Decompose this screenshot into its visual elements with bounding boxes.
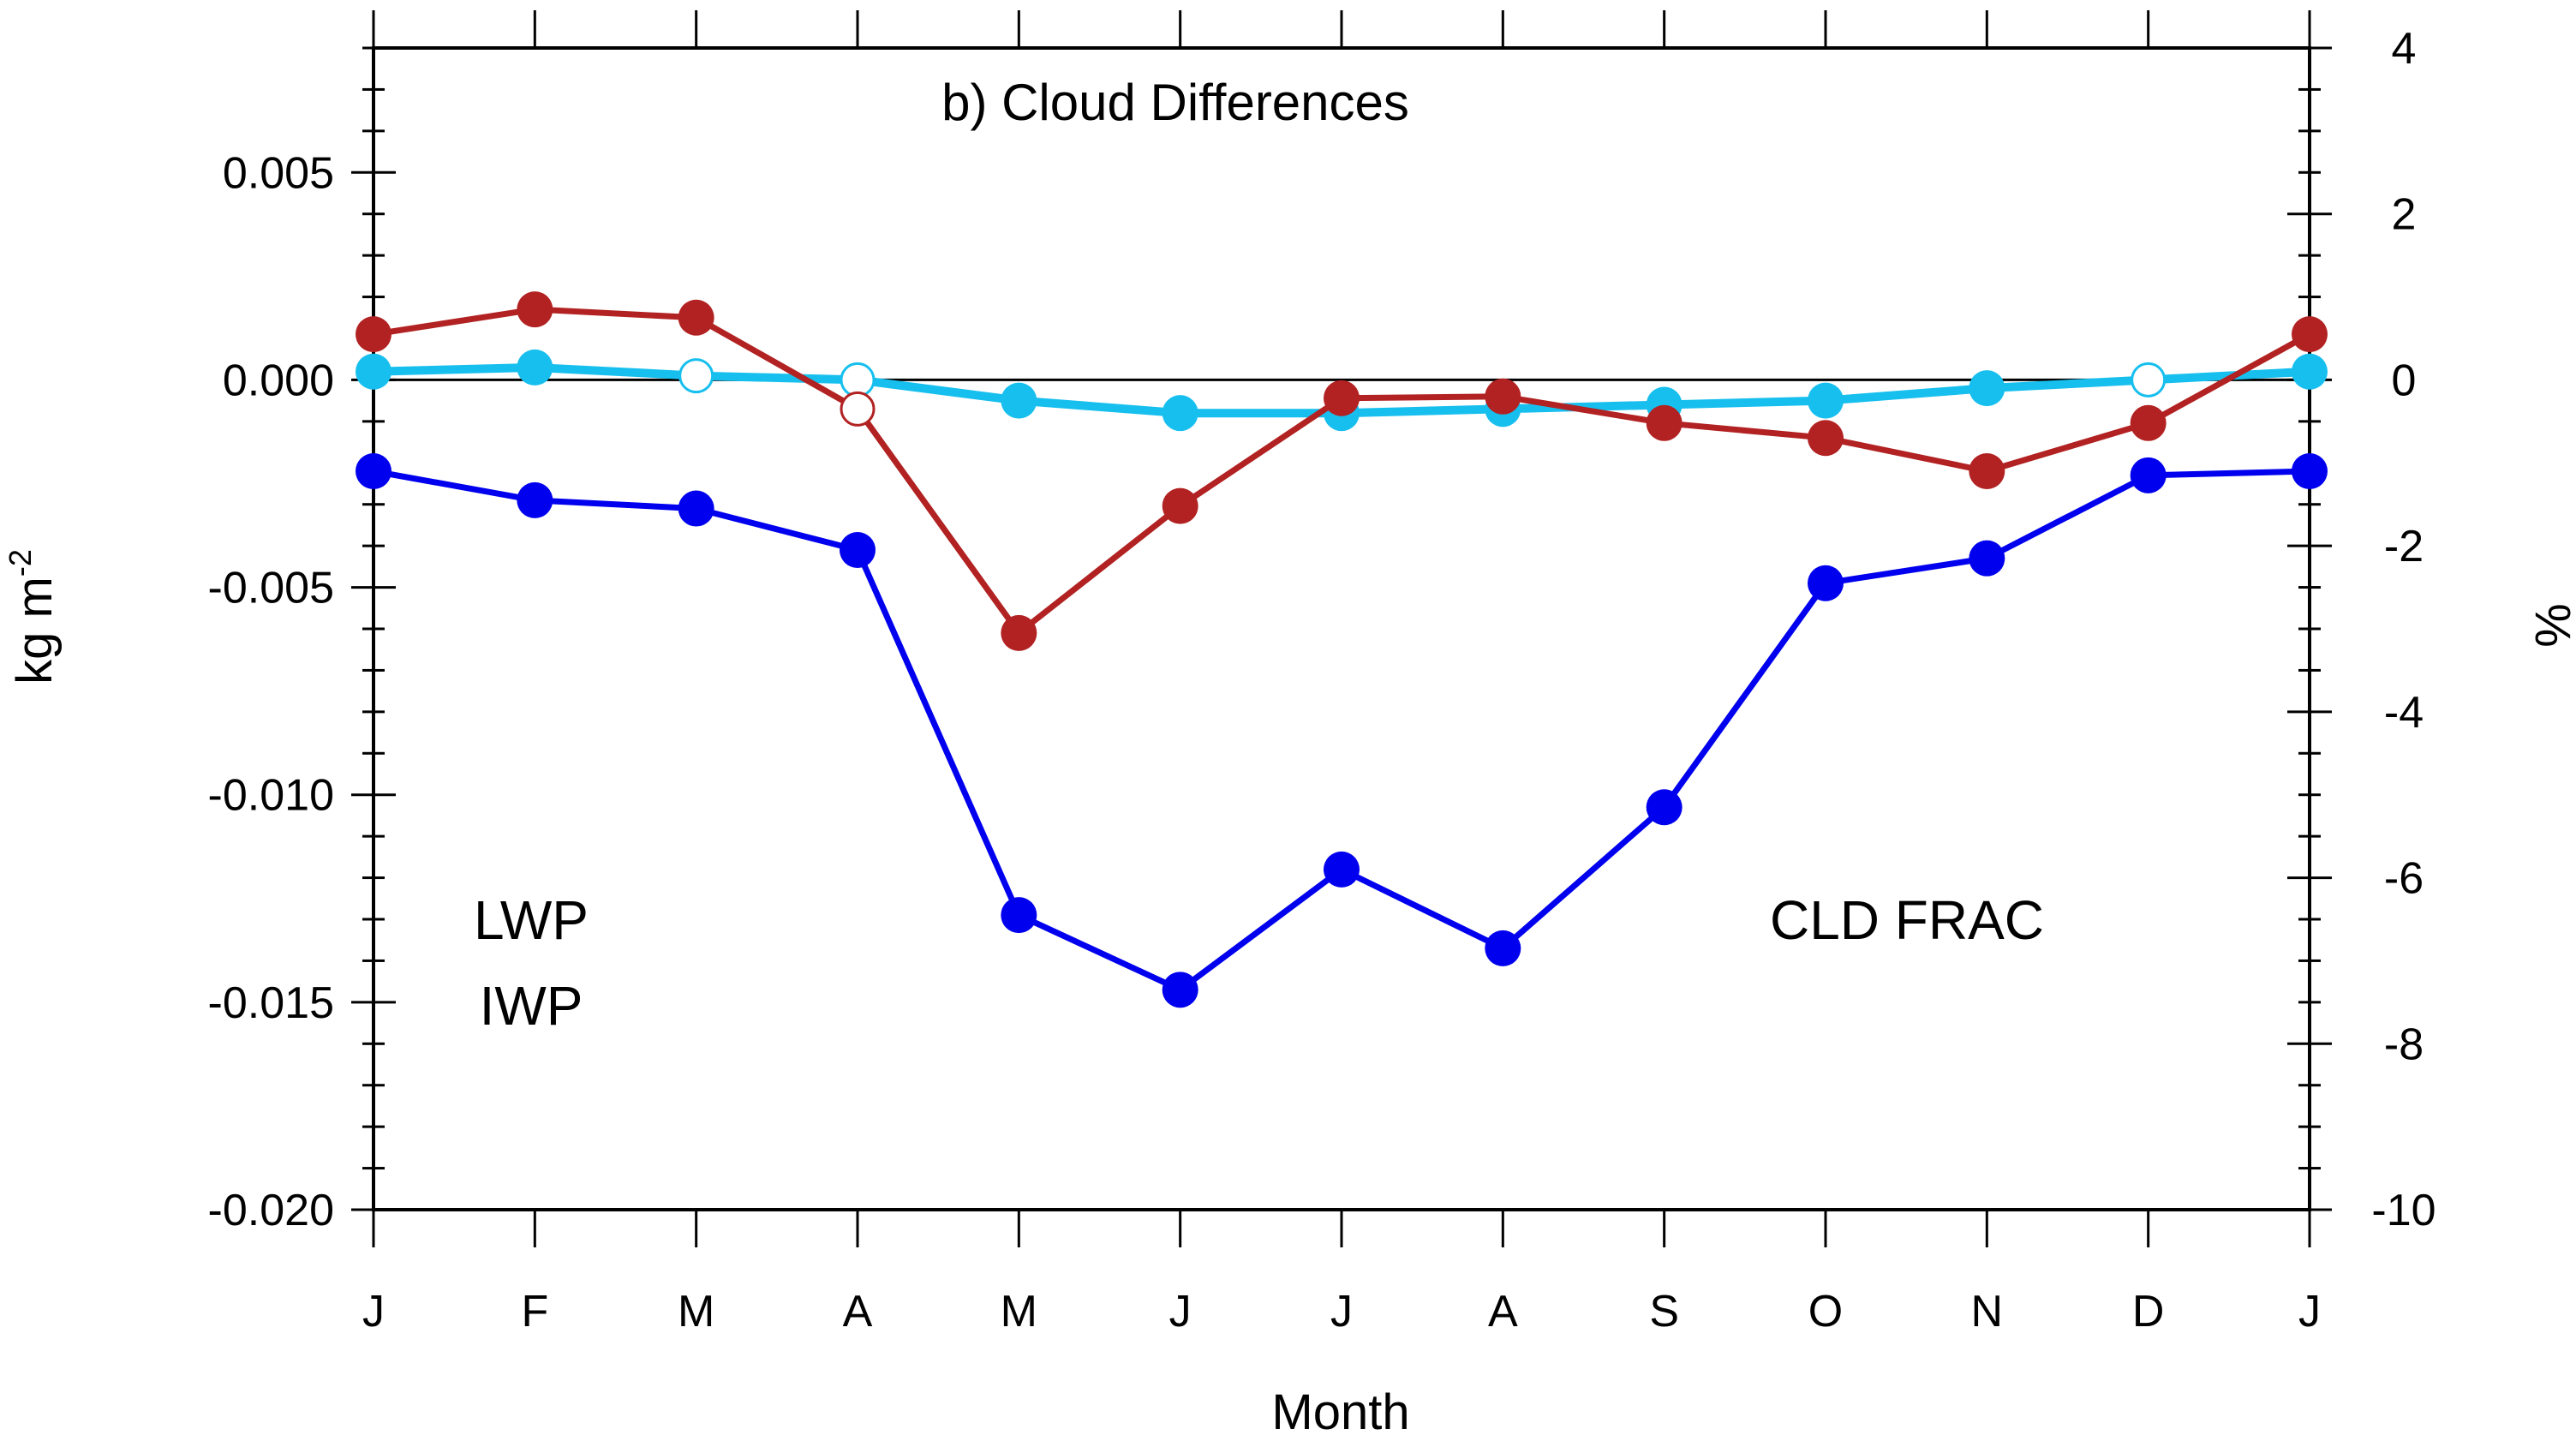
x-tick-label: J (362, 1287, 385, 1336)
y-axis-left-title: kg m-2 (3, 549, 63, 685)
cld-frac-marker (678, 299, 714, 336)
cld-frac-marker (2292, 316, 2328, 353)
lwp-marker (840, 531, 876, 568)
x-tick-label: J (2298, 1287, 2321, 1336)
cld-frac-marker-open (840, 391, 876, 427)
plot-frame (372, 46, 2311, 1211)
iwp-marker (2292, 353, 2328, 390)
y-right-tick-label: -2 (2384, 522, 2424, 571)
cld-frac-marker (2130, 404, 2167, 441)
x-axis-title: Month (1271, 1384, 1409, 1440)
lwp-marker (1646, 789, 1682, 826)
lwp-marker (517, 481, 553, 518)
x-tick-label: J (1169, 1287, 1192, 1336)
x-tick-label: M (1001, 1287, 1037, 1336)
y-left-tick-label: 0.000 (223, 356, 334, 405)
lwp-marker (1001, 897, 1037, 934)
lwp-marker (1162, 972, 1198, 1008)
lwp-marker (2130, 457, 2167, 493)
lwp-marker (2292, 452, 2328, 489)
y-left-tick-label: 0.005 (223, 148, 334, 198)
iwp-marker-open (2131, 362, 2167, 398)
cld-frac-marker (1324, 380, 1360, 416)
lwp-marker (1324, 851, 1360, 888)
cld-frac-marker (1646, 404, 1682, 441)
legend-label-lwp: LWP (474, 889, 589, 951)
x-tick-label: D (2132, 1287, 2165, 1336)
iwp-marker (1162, 395, 1198, 432)
lwp-marker (678, 490, 714, 527)
lwp-marker (1808, 565, 1844, 601)
cld-frac-marker (356, 316, 391, 353)
x-tick-label: S (1649, 1287, 1679, 1336)
iwp-marker (1969, 370, 2005, 407)
cld-frac-line (373, 306, 2311, 637)
x-tick-label: N (1971, 1287, 2004, 1336)
y-right-tick-label: 0 (2392, 356, 2417, 405)
x-tick-label: A (843, 1287, 873, 1336)
y-right-tick-label: -6 (2384, 854, 2424, 904)
x-tick-label: J (1330, 1287, 1353, 1336)
y-left-tick-label: -0.020 (208, 1186, 334, 1235)
x-tick-label: F (521, 1287, 548, 1336)
y-axis-left-title-superscript: -2 (3, 549, 38, 577)
x-tick-label: A (1488, 1287, 1518, 1336)
lwp-marker (356, 452, 391, 489)
legend-label-cld-frac: CLD FRAC (1770, 889, 2044, 951)
y-left-tick-label: -0.015 (208, 978, 334, 1028)
iwp-marker (1808, 382, 1844, 419)
legend-label-iwp: IWP (480, 975, 583, 1037)
y-right-tick-label: -4 (2384, 688, 2424, 738)
y-left-tick-label: -0.010 (208, 771, 334, 821)
lwp-marker (1485, 930, 1521, 966)
cld-frac-marker (1001, 614, 1037, 651)
y-axis-right-title: % (2525, 603, 2576, 648)
iwp-marker-open (678, 358, 714, 394)
y-right-tick-label: 4 (2392, 24, 2417, 74)
cld-frac-marker (1162, 487, 1198, 524)
x-tick-label: M (678, 1287, 714, 1336)
x-tick-label: O (1808, 1287, 1843, 1336)
y-axis-left-title-main: kg m (7, 577, 63, 685)
cld-frac-marker (1808, 420, 1844, 457)
lwp-marker (1969, 540, 2005, 577)
plot-title: b) Cloud Differences (941, 74, 1409, 131)
cld-frac-marker (1969, 452, 2005, 489)
cld-frac-marker (517, 291, 553, 328)
iwp-marker (517, 349, 553, 386)
y-right-tick-label: -10 (2371, 1186, 2436, 1235)
axes: 0.005 0.000 -0.005 -0.010 -0.015 -0.020 4 2 0 -2 -… (208, 10, 2436, 1336)
iwp-marker-open (840, 362, 876, 398)
iwp-marker (356, 353, 391, 390)
iwp-marker (1001, 382, 1037, 419)
y-right-tick-label: -8 (2384, 1019, 2424, 1069)
y-right-tick-label: 2 (2392, 190, 2417, 240)
y-left-tick-label: -0.005 (208, 564, 334, 613)
cld-frac-marker (1485, 378, 1521, 415)
series-layer (356, 291, 2328, 1008)
